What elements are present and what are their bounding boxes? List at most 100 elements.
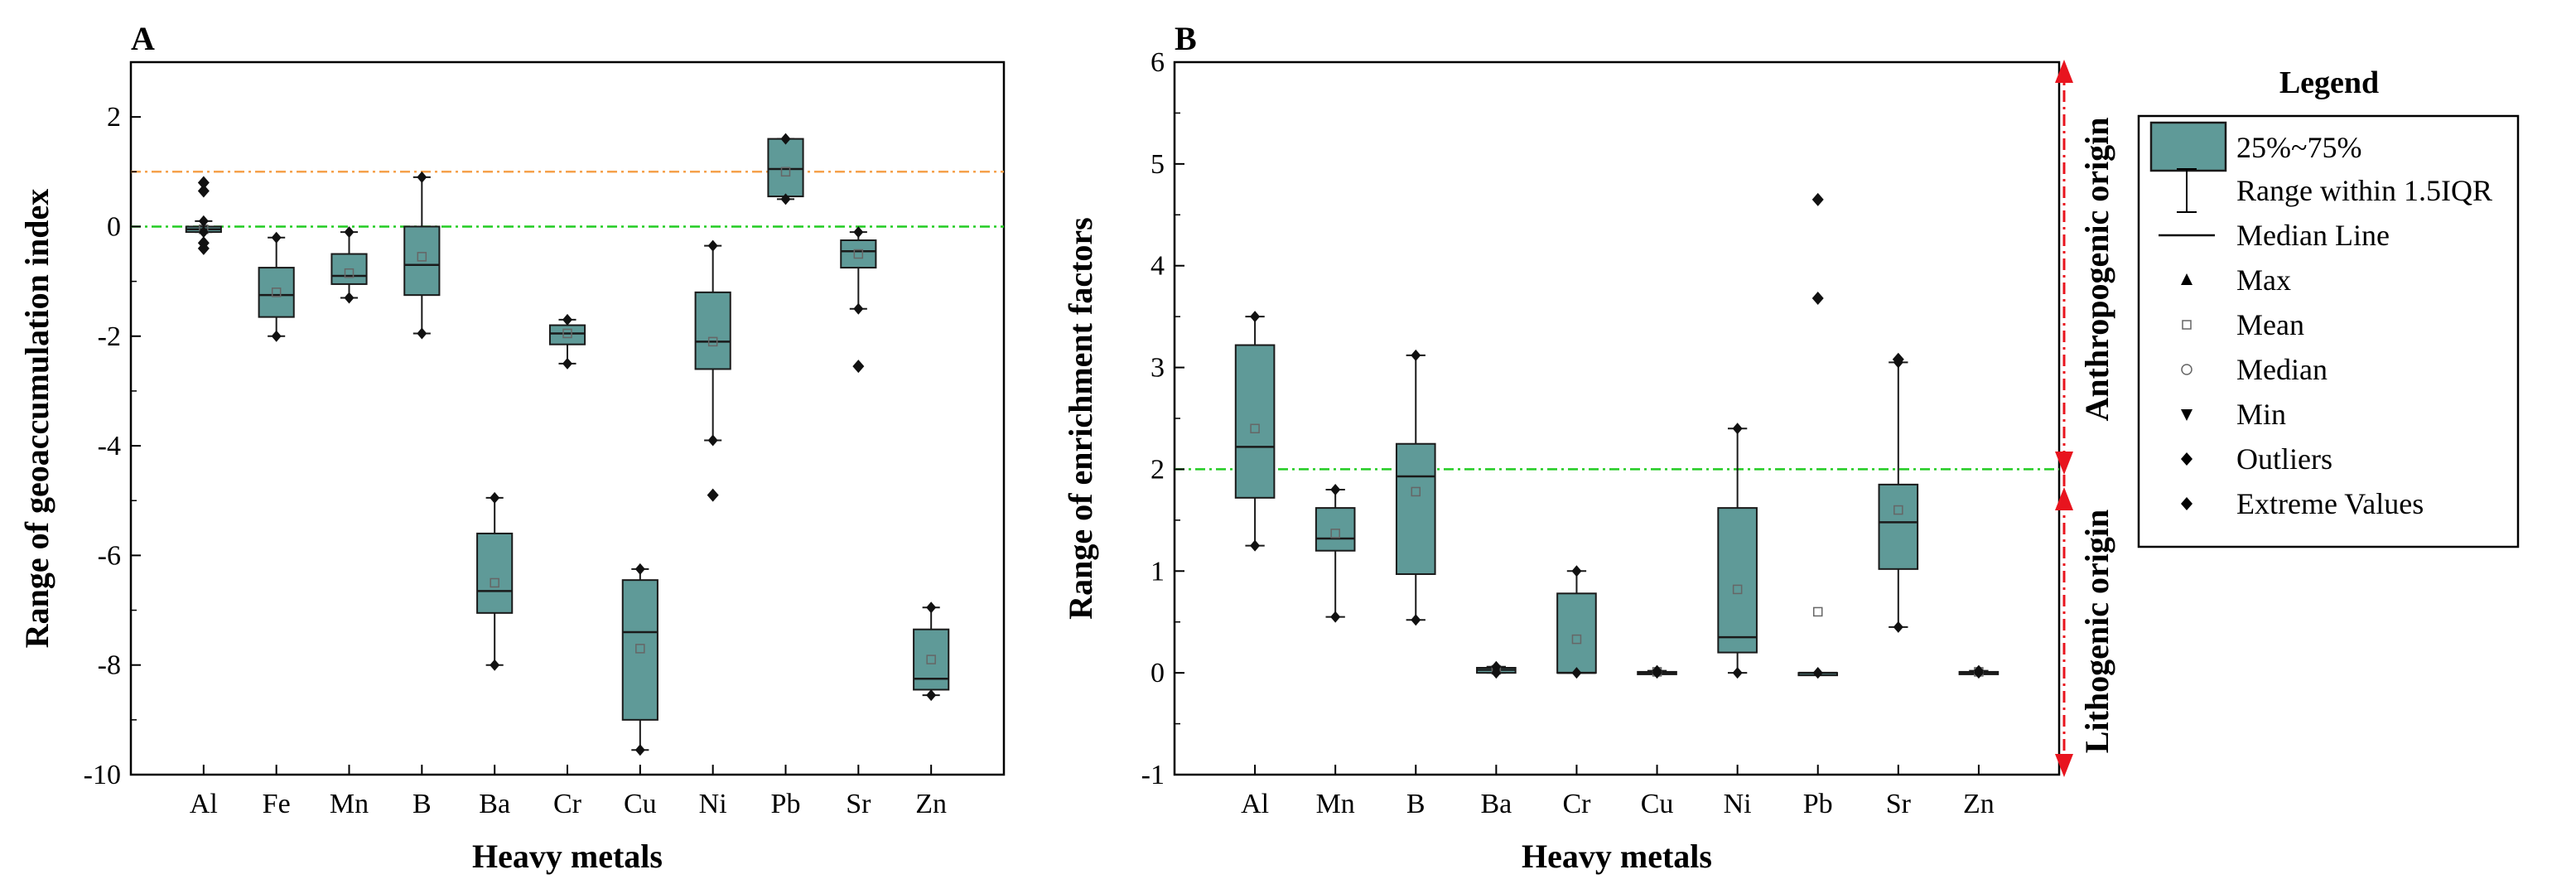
panel-a-min-marker	[562, 357, 572, 370]
panel-b-outlier-marker	[1892, 352, 1904, 366]
legend-title: Legend	[2279, 65, 2379, 100]
panel-a-max-marker	[490, 491, 500, 504]
legend-item-median-label: Median	[2236, 353, 2328, 386]
anthropogenic-origin-label: Anthropogenic origin	[2078, 117, 2115, 421]
legend-item-outliers-label: Outliers	[2236, 442, 2332, 476]
legend-item-mean-label: Mean	[2236, 308, 2304, 341]
panel-b-mean-marker	[1411, 486, 1421, 497]
panel-a-y-tick-label: 0	[107, 211, 121, 242]
panel-a-letter: A	[131, 20, 155, 57]
panel-a-min-marker	[198, 226, 209, 239]
panel-a-min-marker	[344, 292, 355, 304]
panel-b-mean-marker	[1250, 423, 1260, 434]
panel-b-mean-marker	[1812, 606, 1823, 617]
panel-a-mean-marker	[490, 577, 499, 588]
legend-item-extreme-values-swatch	[2181, 497, 2192, 510]
panel-b-min-marker	[1732, 667, 1743, 679]
panel-a-x-tick-label: Al	[190, 789, 218, 819]
panel-a-y-tick-label: -10	[84, 760, 121, 790]
panel-b-min-marker	[1571, 667, 1582, 679]
panel-a-mean-marker	[344, 268, 355, 278]
legend-item-outliers-swatch	[2181, 452, 2192, 466]
panel-a-min-marker	[634, 744, 645, 756]
panel-b-mean-marker	[1732, 584, 1743, 595]
panel-a-mean-marker	[707, 336, 718, 347]
panel-b-min-marker	[1491, 667, 1502, 679]
panel-a-mean-marker	[271, 287, 282, 297]
panel-a-max-marker	[853, 226, 864, 239]
panel-a-x-tick-label: B	[412, 789, 432, 819]
panel-a-x-tick-label: Fe	[263, 789, 291, 819]
panel-a-y-tick-label: -6	[98, 540, 121, 571]
legend-item-mean-swatch	[2182, 320, 2192, 330]
panel-b-y-tick-label: 2	[1151, 454, 1165, 485]
panel-b-x-tick-label: Zn	[1963, 789, 1995, 819]
panel-a-x-tick-label: Zn	[915, 789, 947, 819]
panel-b-x-tick-label: Cu	[1641, 789, 1674, 819]
panel-a-x-tick-label: Sr	[846, 789, 871, 819]
panel-a-outlier-marker	[197, 176, 210, 190]
panel-a-box	[258, 267, 295, 318]
panel-a-box	[840, 239, 877, 269]
panel-b-box	[1234, 344, 1276, 499]
panel-a-max-marker	[634, 563, 645, 575]
panel-b-box	[1395, 442, 1436, 575]
legend-item-max-label: Max	[2236, 263, 2291, 297]
panel-a-chart: A Heavy metals Range of geoaccumulation …	[18, 20, 1006, 875]
panel-b-outlier-marker	[1811, 292, 1824, 306]
legend-item-max-swatch	[2181, 273, 2192, 285]
panel-b-min-marker	[1250, 539, 1261, 552]
panel-a-max-marker	[198, 215, 209, 227]
panel-a-max-marker	[271, 231, 282, 244]
legend-item-min-swatch	[2181, 409, 2192, 421]
panel-b-box	[1878, 483, 1919, 570]
panel-b-y-tick-label: 0	[1151, 658, 1165, 688]
origin-arrow-head-mid-down	[2055, 452, 2073, 475]
panel-b-box	[1717, 507, 1758, 654]
panel-b-max-marker	[1571, 565, 1582, 577]
panel-a-min-marker	[780, 193, 791, 205]
panel-b-max-marker	[1732, 423, 1743, 435]
legend-items: 25%~75% Range within 1.5IQR Median Line Max…	[2149, 121, 2492, 520]
legend-item-median-line-label: Median Line	[2236, 219, 2390, 252]
panel-a-max-marker	[344, 226, 355, 239]
panel-a-y-tick-label: -2	[98, 321, 121, 352]
legend-item-extreme-values-label: Extreme Values	[2236, 487, 2424, 520]
panel-a-max-marker	[707, 239, 718, 252]
panel-a-y-axis-title: Range of geoaccumulation index	[18, 189, 55, 648]
panel-b-x-tick-label: Al	[1241, 789, 1269, 819]
panel-a-y-tick-label: -8	[98, 650, 121, 681]
legend-item-median-swatch	[2181, 364, 2192, 375]
legend-frame	[2137, 114, 2520, 548]
panel-a-min-marker	[490, 659, 500, 671]
panel-a-min-marker	[271, 330, 282, 342]
panel-b-max-marker	[1411, 349, 1421, 361]
lithogenic-origin-label: Lithogenic origin	[2078, 510, 2115, 753]
panel-b-mean-marker	[1893, 505, 1903, 515]
panel-a-outlier-marker	[852, 360, 865, 374]
panel-b-max-marker	[1250, 311, 1261, 323]
panel-b-y-tick-label: 6	[1151, 47, 1165, 78]
panel-a-mean-marker	[417, 252, 427, 262]
panel-a-mean-marker	[635, 644, 645, 654]
origin-arrow-head-mid-up	[2055, 487, 2073, 510]
panel-b-min-marker	[1411, 614, 1421, 626]
panel-a-mean-marker	[562, 328, 572, 339]
panel-a-outlier-marker	[197, 184, 210, 198]
panel-a-mean-marker	[853, 249, 864, 259]
panel-a-x-tick-label: Ba	[479, 789, 510, 819]
panel-a-min-marker	[926, 689, 937, 702]
panel-b-box	[1556, 592, 1597, 674]
legend: Legend 25%~75% Range within 1.5IQR Median …	[2137, 65, 2520, 548]
panel-a-mean-marker	[926, 655, 936, 664]
panel-b-x-tick-label: Ba	[1480, 789, 1512, 819]
panel-b-chart: B Heavy metals Range of enrichment facto…	[1062, 20, 2061, 875]
panel-a-max-marker	[417, 171, 427, 183]
panel-a-x-tick-label: Cr	[553, 789, 582, 819]
panel-a-x-tick-label: Pb	[771, 789, 801, 819]
panel-b-x-tick-label: Cr	[1562, 789, 1591, 819]
panel-b-y-tick-label: -1	[1141, 760, 1165, 790]
panel-b-mean-marker	[1571, 634, 1582, 645]
legend-item-25-75-label: 25%~75%	[2236, 131, 2361, 164]
